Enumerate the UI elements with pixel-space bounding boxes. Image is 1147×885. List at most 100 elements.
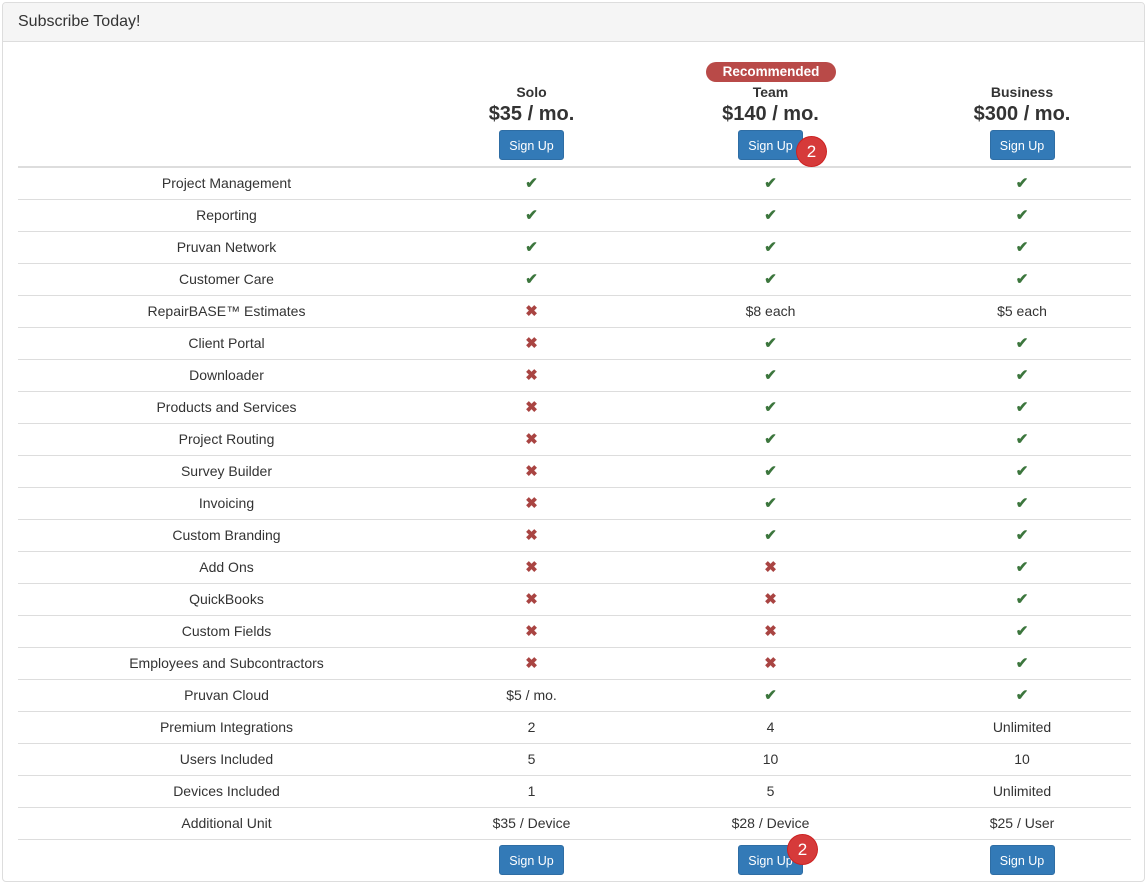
cross-icon: ✖: [764, 559, 777, 576]
plan-price-business: $300 / mo.: [973, 103, 1071, 125]
feature-cell-business: ✔: [913, 168, 1131, 199]
check-icon: ✔: [764, 463, 777, 480]
feature-cell-business: ✔: [913, 552, 1131, 583]
feature-cell-team: ✔: [628, 168, 913, 199]
feature-cell-team: ✔: [628, 360, 913, 391]
feature-cell-team: ✖: [628, 616, 913, 647]
table-row: Devices Included 1 5 Unlimited: [18, 776, 1131, 808]
cross-icon: ✖: [764, 655, 777, 672]
feature-label: Downloader: [189, 367, 264, 383]
table-row: RepairBASE™ Estimates ✖ $8 each $5 each: [18, 296, 1131, 328]
feature-cell-business: ✔: [913, 392, 1131, 423]
feature-label: Client Portal: [188, 335, 265, 351]
feature-cell-solo: ✖: [435, 360, 628, 391]
feature-cell-solo: ✖: [435, 392, 628, 423]
feature-value-business: $25 / User: [989, 815, 1055, 831]
feature-cell-solo: ✖: [435, 552, 628, 583]
feature-cell-business: ✔: [913, 584, 1131, 615]
signup-button-business[interactable]: Sign Up: [989, 130, 1055, 160]
feature-value-business: $5 each: [997, 303, 1047, 319]
feature-label: Devices Included: [173, 783, 280, 799]
feature-value-team: $28 / Device: [731, 815, 810, 831]
feature-value-solo: 5: [527, 751, 536, 767]
feature-label: Products and Services: [156, 399, 297, 415]
signup-button-solo[interactable]: Sign Up: [499, 130, 564, 160]
check-icon: ✔: [764, 431, 777, 448]
feature-cell-solo: ✖: [435, 456, 628, 487]
feature-value-solo: 1: [527, 783, 536, 799]
check-icon: ✔: [525, 207, 538, 224]
check-icon: ✔: [764, 527, 777, 544]
plan-price-team: $140 / mo.: [722, 103, 819, 125]
feature-cell-team: ✖: [628, 552, 913, 583]
check-icon: ✔: [1015, 527, 1029, 544]
signup-button-business-bottom[interactable]: Sign Up: [989, 845, 1055, 875]
feature-cell-team: ✔: [628, 200, 913, 231]
step-marker: 2: [797, 137, 826, 166]
feature-value-team: 10: [762, 751, 779, 767]
panel-title: Subscribe Today!: [3, 3, 1144, 42]
feature-cell-solo: ✖: [435, 488, 628, 519]
feature-label: Custom Fields: [181, 623, 272, 639]
check-icon: ✔: [1015, 335, 1029, 352]
check-icon: ✔: [1015, 271, 1029, 288]
feature-cell-solo: ✔: [435, 200, 628, 231]
table-row: Client Portal ✖ ✔ ✔: [18, 328, 1131, 360]
recommended-badge: Recommended: [706, 62, 836, 82]
check-icon: ✔: [1015, 431, 1029, 448]
check-icon: ✔: [764, 367, 777, 384]
signup-button-team[interactable]: Sign Up: [738, 130, 803, 160]
feature-rows: Project Management ✔ ✔ ✔ Reporting ✔ ✔ ✔ Pruvan …: [18, 168, 1131, 840]
check-icon: ✔: [1015, 655, 1029, 672]
signup-cell-business: Sign Up: [913, 130, 1131, 160]
table-row: Downloader ✖ ✔ ✔: [18, 360, 1131, 392]
cross-icon: ✖: [525, 655, 538, 672]
table-row: Premium Integrations 2 4 Unlimited: [18, 712, 1131, 744]
table-row: Employees and Subcontractors ✖ ✖ ✔: [18, 648, 1131, 680]
check-icon: ✔: [1015, 495, 1029, 512]
feature-cell-business: ✔: [913, 360, 1131, 391]
feature-cell-team: ✔: [628, 424, 913, 455]
cross-icon: ✖: [525, 527, 538, 544]
feature-cell-solo: ✖: [435, 520, 628, 551]
cross-icon: ✖: [525, 431, 538, 448]
feature-cell-solo: ✖: [435, 616, 628, 647]
feature-label: Additional Unit: [181, 815, 272, 831]
feature-cell-business: ✔: [913, 616, 1131, 647]
plan-name-solo: Solo: [516, 84, 547, 100]
feature-cell-team: ✔: [628, 520, 913, 551]
feature-cell-business: ✔: [913, 648, 1131, 679]
cross-icon: ✖: [764, 623, 777, 640]
table-row: Customer Care ✔ ✔ ✔: [18, 264, 1131, 296]
feature-cell-solo: ✖: [435, 328, 628, 359]
feature-cell-solo: ✖: [435, 296, 628, 327]
signup-button-solo-bottom[interactable]: Sign Up: [499, 845, 564, 875]
check-icon: ✔: [1015, 623, 1029, 640]
feature-label: RepairBASE™ Estimates: [147, 303, 306, 319]
cross-icon: ✖: [525, 495, 538, 512]
step-marker: 2: [788, 835, 817, 864]
feature-cell-business: ✔: [913, 680, 1131, 711]
pricing-header: Recommended Solo Team Business $35 / mo.…: [18, 43, 1131, 168]
check-icon: ✔: [1015, 367, 1029, 384]
cross-icon: ✖: [525, 463, 538, 480]
footer-cell-solo: Sign Up: [435, 845, 628, 875]
check-icon: ✔: [764, 495, 777, 512]
feature-value-team: 5: [766, 783, 775, 799]
table-row: Survey Builder ✖ ✔ ✔: [18, 456, 1131, 488]
feature-cell-business: ✔: [913, 424, 1131, 455]
feature-cell-solo: ✖: [435, 648, 628, 679]
feature-value-team: $8 each: [745, 303, 796, 319]
check-icon: ✔: [525, 175, 538, 192]
feature-label: Customer Care: [179, 271, 274, 287]
feature-value-business: 10: [1014, 751, 1030, 767]
table-row: Project Routing ✖ ✔ ✔: [18, 424, 1131, 456]
cross-icon: ✖: [525, 303, 538, 320]
check-icon: ✔: [1015, 591, 1029, 608]
cross-icon: ✖: [764, 591, 777, 608]
table-row: Pruvan Network ✔ ✔ ✔: [18, 232, 1131, 264]
feature-label: Pruvan Network: [176, 239, 277, 255]
table-row: Invoicing ✖ ✔ ✔: [18, 488, 1131, 520]
feature-value-solo: $35 / Device: [492, 815, 571, 831]
footer-cell-team: Sign Up: [628, 845, 913, 875]
